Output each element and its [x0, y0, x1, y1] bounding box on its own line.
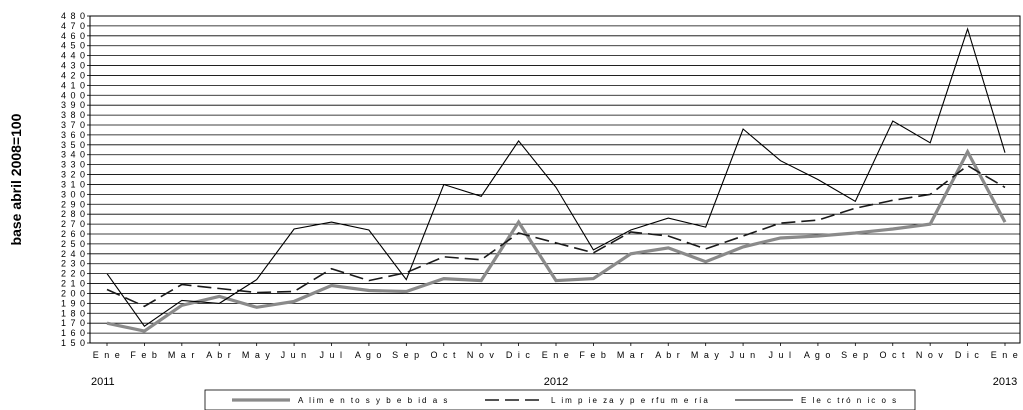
- y-tick-label: 4 3 0: [61, 61, 86, 71]
- series-lines: [106, 27, 1007, 333]
- x-tick-label: S e p: [841, 350, 870, 360]
- plot-border: [89, 15, 1021, 344]
- legend-box: [204, 389, 916, 410]
- y-tick-label: 2 8 0: [61, 209, 86, 219]
- x-tick-label: J u n: [730, 350, 757, 360]
- x-tick-label: M a r: [168, 350, 196, 360]
- year-labels: 2011 2012 2013: [91, 376, 1017, 388]
- y-tick-label: 3 2 0: [61, 170, 86, 180]
- y-tick-label: 2 4 0: [61, 249, 86, 259]
- legend-label-3: E le c tró n ic o s: [801, 396, 898, 405]
- y-tick-label: 2 9 0: [61, 199, 86, 209]
- y-tick-label: 3 5 0: [61, 140, 86, 150]
- x-tick-label: O c t: [879, 350, 906, 360]
- x-tick-label: M a r: [617, 350, 645, 360]
- series-line-1: [106, 148, 1007, 333]
- legend-label-2: L im p ie za y p e rfu m e ría: [551, 396, 710, 405]
- legend-label-1: A lim e n to s y b e b id a s: [298, 396, 449, 405]
- y-tick-label: 2 3 0: [61, 259, 86, 269]
- x-tick-label: J u l: [768, 350, 792, 360]
- x-tick-label: A g o: [804, 350, 832, 360]
- y-tick-label: 4 4 0: [61, 51, 86, 61]
- year-label: 2013: [993, 376, 1017, 388]
- y-tick-label: 1 5 0: [61, 338, 86, 348]
- x-tick-label: D i c: [506, 350, 532, 360]
- y-tick-label: 3 1 0: [61, 179, 86, 189]
- y-tick-label: 4 0 0: [61, 90, 86, 100]
- y-tick-label: 2 1 0: [61, 279, 86, 289]
- year-label: 2012: [544, 376, 568, 388]
- y-tick-label: 3 3 0: [61, 160, 86, 170]
- y-tick-label: 1 6 0: [61, 328, 86, 338]
- y-axis-ticks: 1 5 01 6 01 7 01 8 01 9 02 0 02 1 02 2 0…: [61, 11, 90, 348]
- x-tick-label: N o v: [916, 350, 945, 360]
- y-tick-label: 4 7 0: [61, 21, 86, 31]
- y-tick-label: 2 7 0: [61, 219, 86, 229]
- year-label: 2011: [91, 376, 115, 388]
- x-tick-label: J u l: [319, 350, 343, 360]
- y-tick-label: 4 8 0: [61, 11, 86, 21]
- y-tick-label: 3 8 0: [61, 110, 86, 120]
- y-tick-label: 3 7 0: [61, 120, 86, 130]
- legend: A lim e n to s y b e b id a s L im p ie z…: [204, 389, 916, 410]
- y-tick-label: 3 6 0: [61, 130, 86, 140]
- x-tick-label: F e b: [130, 350, 158, 360]
- y-tick-label: 2 0 0: [61, 288, 86, 298]
- x-tick-label: E n e: [991, 350, 1020, 360]
- y-tick-label: 3 0 0: [61, 189, 86, 199]
- x-tick-label: E n e: [542, 350, 571, 360]
- x-tick-label: O c t: [430, 350, 457, 360]
- y-tick-label: 1 7 0: [61, 318, 86, 328]
- x-tick-label: N o v: [467, 350, 496, 360]
- y-tick-label: 4 2 0: [61, 70, 86, 80]
- y-tick-label: 2 2 0: [61, 269, 86, 279]
- y-tick-label: 3 4 0: [61, 150, 86, 160]
- series-line-2: [106, 164, 1006, 308]
- y-tick-label: 4 5 0: [61, 41, 86, 51]
- x-tick-label: S e p: [392, 350, 421, 360]
- series-line-3: [106, 27, 1006, 327]
- x-tick-label: M a y: [691, 350, 721, 360]
- y-tick-label: 3 9 0: [61, 100, 86, 110]
- x-tick-label: D i c: [955, 350, 981, 360]
- y-tick-label: 2 6 0: [61, 229, 86, 239]
- y-tick-label: 4 1 0: [61, 80, 86, 90]
- y-axis-label: base abril 2008=100: [8, 113, 24, 245]
- x-tick-label: A b r: [206, 350, 232, 360]
- x-tick-label: M a y: [242, 350, 272, 360]
- x-tick-label: A b r: [655, 350, 681, 360]
- x-tick-label: A g o: [355, 350, 383, 360]
- gridlines: [90, 15, 1020, 344]
- y-tick-label: 1 9 0: [61, 298, 86, 308]
- x-tick-label: E n e: [93, 350, 122, 360]
- y-tick-label: 4 6 0: [61, 31, 86, 41]
- x-tick-label: J u n: [281, 350, 308, 360]
- y-tick-label: 2 5 0: [61, 239, 86, 249]
- y-tick-label: 1 8 0: [61, 308, 86, 318]
- x-tick-label: F e b: [579, 350, 607, 360]
